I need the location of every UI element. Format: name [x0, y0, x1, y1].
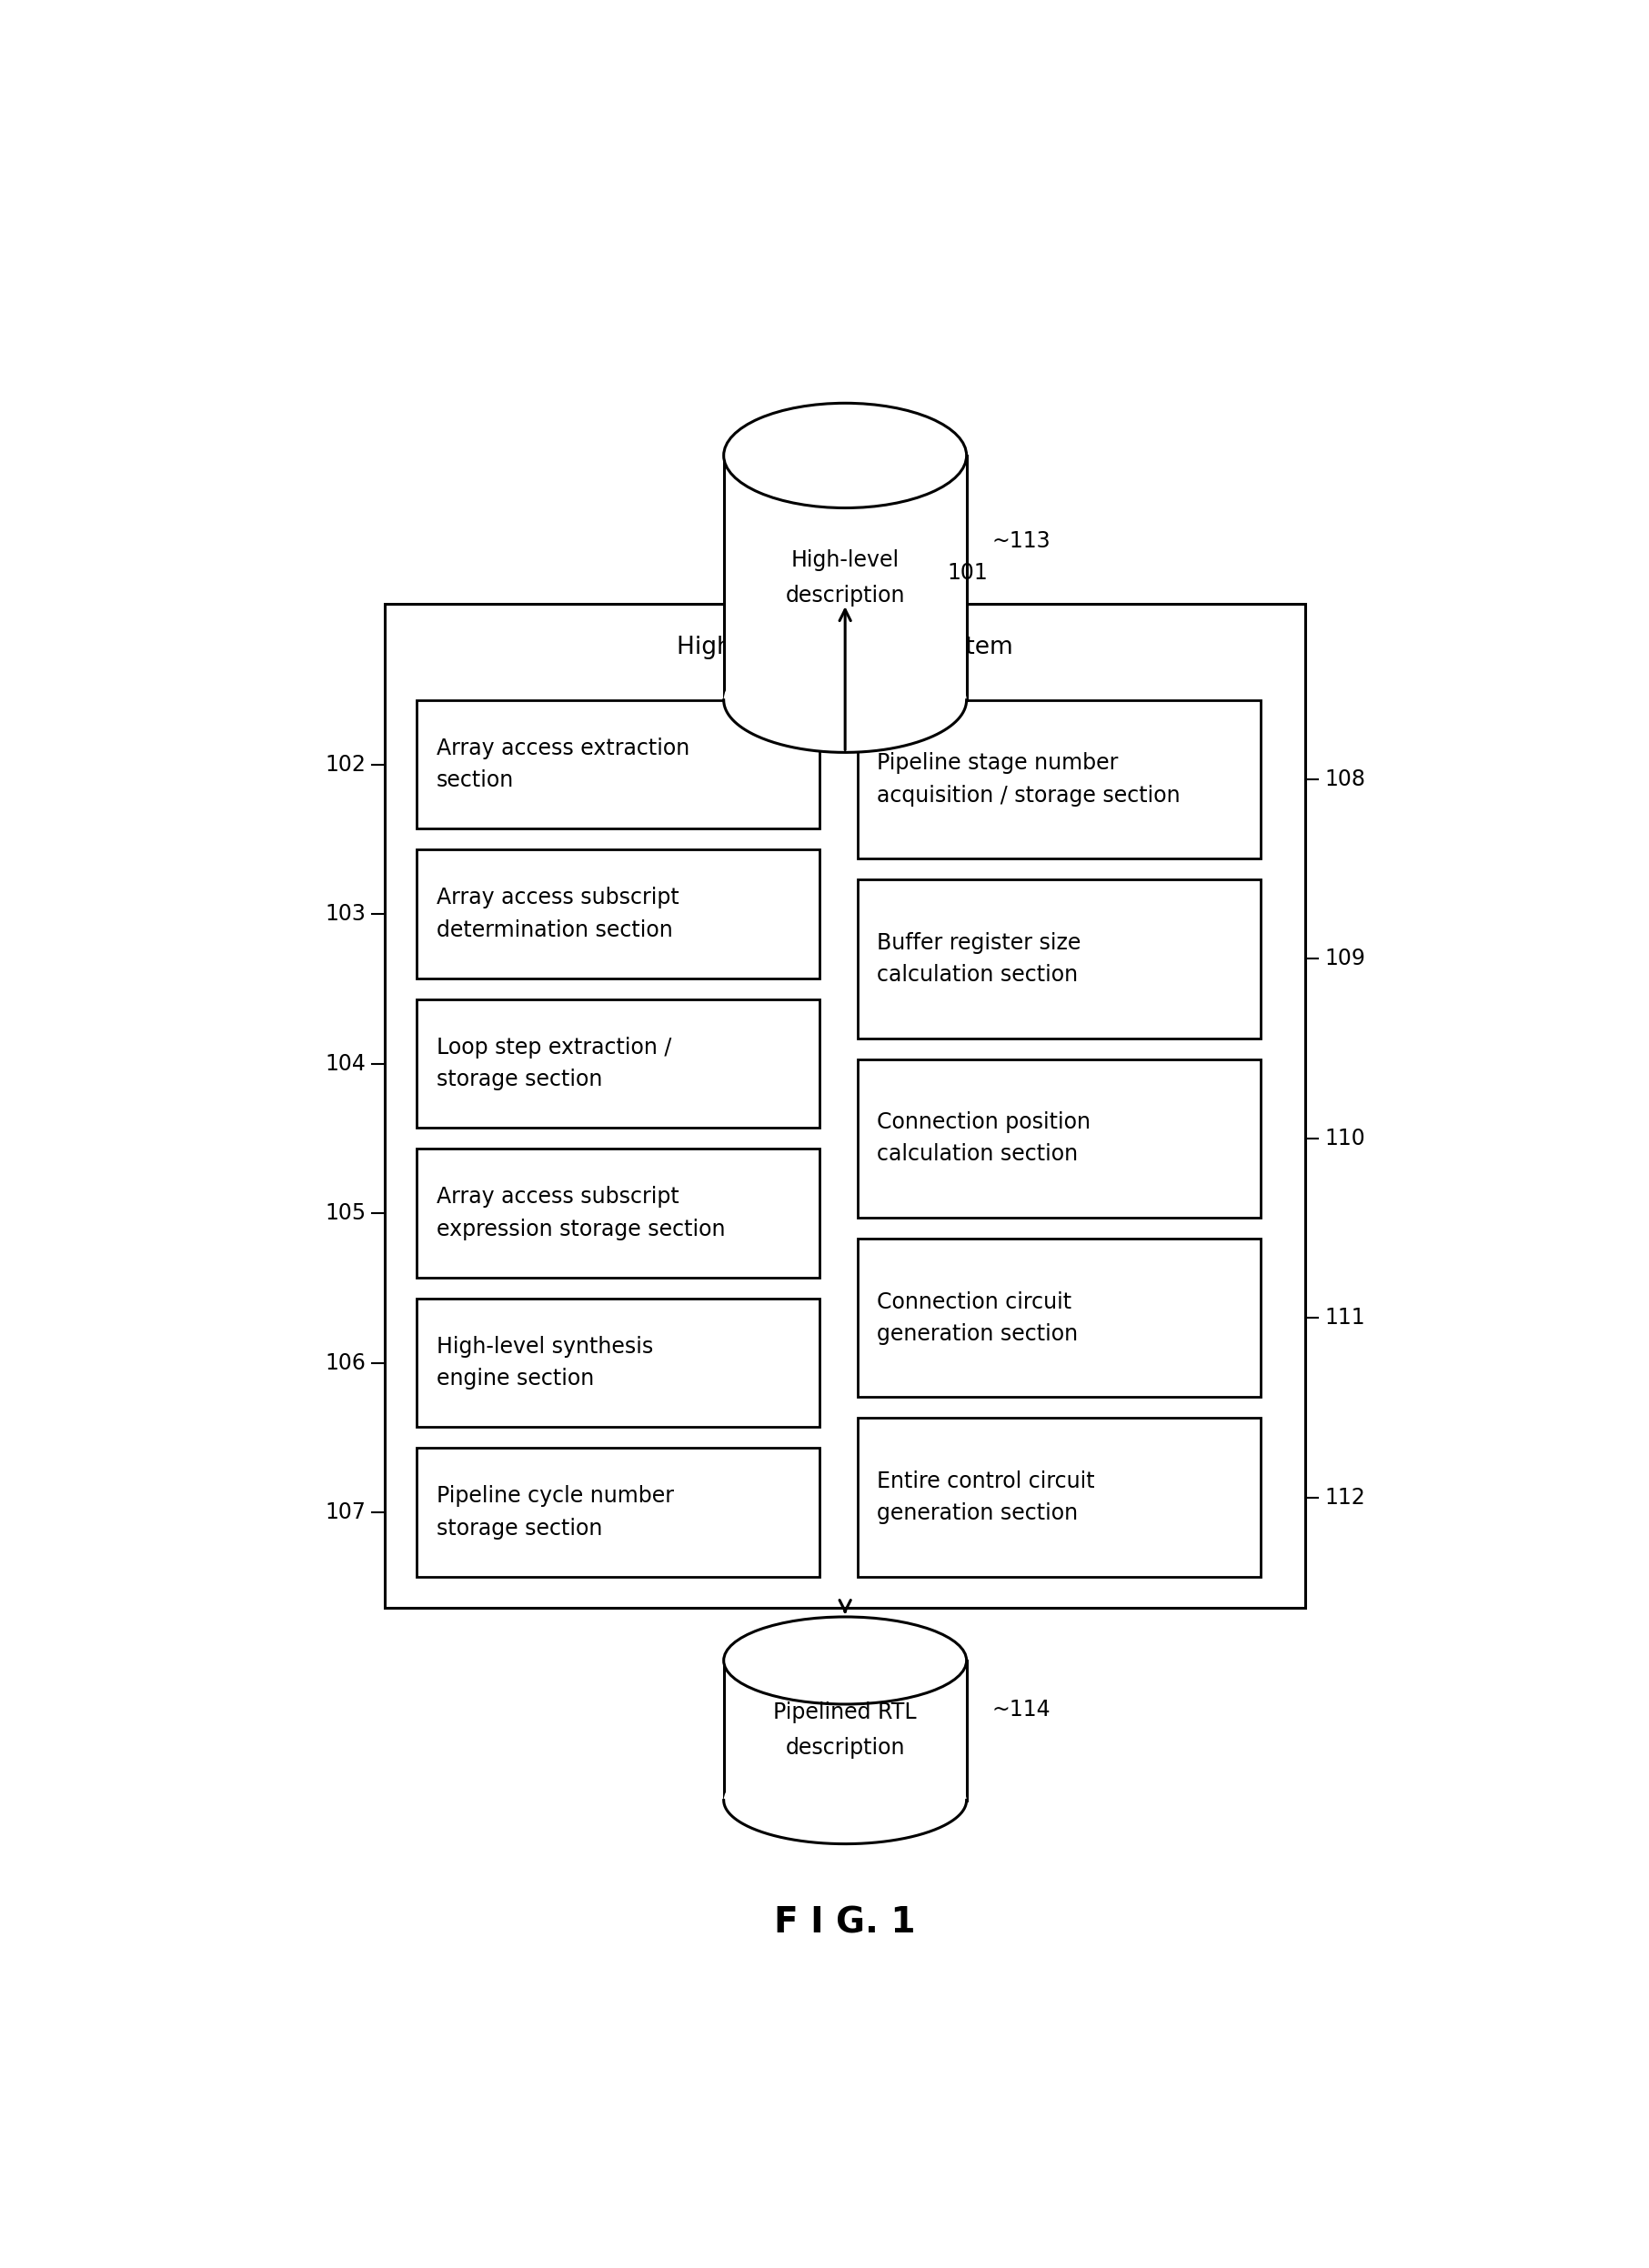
Bar: [857, 1238, 1260, 1397]
Text: Array access subscript
expression storage section: Array access subscript expression storag…: [435, 1186, 726, 1241]
Bar: [417, 850, 820, 978]
Text: ~114: ~114: [993, 1699, 1050, 1721]
Polygon shape: [724, 1660, 966, 1801]
Text: High-level synthesis system: High-level synthesis system: [678, 635, 1012, 660]
Text: Loop step extraction /
storage section: Loop step extraction / storage section: [435, 1036, 671, 1091]
Bar: [386, 603, 1306, 1608]
Polygon shape: [724, 456, 966, 701]
Text: Buffer register size
calculation section: Buffer register size calculation section: [877, 932, 1082, 987]
Text: Pipelined RTL
description: Pipelined RTL description: [773, 1701, 917, 1760]
Text: 104: 104: [325, 1052, 366, 1075]
Bar: [857, 880, 1260, 1039]
Text: Entire control circuit
generation section: Entire control circuit generation sectio…: [877, 1470, 1095, 1524]
Text: Array access subscript
determination section: Array access subscript determination sec…: [435, 887, 679, 941]
Text: Pipeline cycle number
storage section: Pipeline cycle number storage section: [435, 1486, 673, 1540]
Bar: [417, 1150, 820, 1277]
Ellipse shape: [724, 1617, 966, 1703]
Bar: [857, 1418, 1260, 1576]
Text: Array access extraction
section: Array access extraction section: [435, 737, 689, 792]
Text: High-level
description: High-level description: [785, 549, 905, 606]
Text: 103: 103: [325, 903, 366, 925]
Ellipse shape: [724, 649, 966, 753]
Ellipse shape: [724, 404, 966, 508]
Text: 107: 107: [325, 1501, 366, 1524]
Text: 105: 105: [325, 1202, 366, 1225]
Text: 102: 102: [325, 753, 366, 776]
Text: High-level synthesis
engine section: High-level synthesis engine section: [435, 1336, 653, 1390]
Text: 112: 112: [1324, 1486, 1365, 1508]
Text: 109: 109: [1324, 948, 1365, 971]
Text: Pipeline stage number
acquisition / storage section: Pipeline stage number acquisition / stor…: [877, 753, 1181, 807]
Text: F I G. 1: F I G. 1: [775, 1905, 915, 1939]
Text: 101: 101: [947, 562, 988, 583]
Text: 108: 108: [1324, 769, 1365, 789]
Bar: [417, 1300, 820, 1427]
Bar: [417, 1000, 820, 1127]
Bar: [857, 701, 1260, 860]
Bar: [417, 1447, 820, 1576]
Bar: [417, 701, 820, 828]
Text: Connection circuit
generation section: Connection circuit generation section: [877, 1290, 1078, 1345]
Text: Connection position
calculation section: Connection position calculation section: [877, 1111, 1090, 1166]
Text: ~113: ~113: [993, 531, 1050, 551]
Text: 110: 110: [1324, 1127, 1365, 1150]
Bar: [857, 1059, 1260, 1218]
Text: 111: 111: [1324, 1306, 1365, 1329]
Ellipse shape: [724, 1755, 966, 1844]
Text: 106: 106: [325, 1352, 366, 1374]
